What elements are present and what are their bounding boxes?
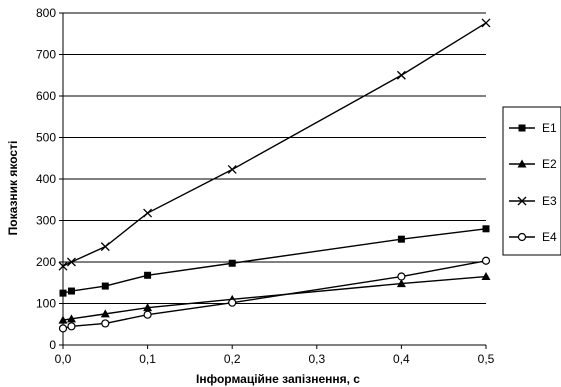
legend-marker-e4: [517, 232, 527, 242]
data-point-e3: [58, 261, 68, 271]
data-point-e1: [59, 289, 67, 297]
legend-marker-e1: [518, 124, 526, 132]
gridlines: [63, 12, 486, 304]
series-line-e4: [62, 260, 487, 330]
series-line-e3: [62, 22, 487, 267]
legend-box: [502, 106, 561, 256]
data-point-e3: [481, 18, 491, 28]
x-tick-label: 0,3: [308, 352, 325, 366]
data-point-e2: [100, 309, 110, 318]
series-line-e2: [62, 275, 487, 321]
cross-stroke: [100, 242, 110, 252]
cross-stroke: [481, 18, 491, 28]
series-line-e1: [62, 228, 487, 294]
data-point-e2: [396, 279, 406, 288]
data-point-e3: [67, 257, 76, 267]
x-tick-label: 0,4: [393, 352, 410, 366]
series-e4: [58, 256, 491, 333]
x-tick-label: 0,5: [478, 352, 495, 366]
y-tick-label: 800: [36, 6, 56, 20]
data-point-e3: [100, 242, 110, 252]
data-point-e4: [67, 322, 76, 331]
legend-item-e3: E3: [509, 194, 557, 208]
cross-stroke: [143, 208, 153, 218]
x-tick-label: 0,0: [55, 352, 72, 366]
legend: E1 E2 E3 E4: [502, 106, 561, 256]
cross-stroke: [67, 257, 76, 267]
y-tick-label: 700: [36, 48, 56, 62]
series-e2: [58, 272, 491, 324]
legend-label-e2: E2: [542, 157, 557, 171]
data-point-e2: [143, 303, 153, 312]
data-point-e2: [66, 314, 76, 323]
cross-stroke: [396, 70, 406, 80]
series-group: [58, 18, 491, 333]
legend-label-e1: E1: [542, 121, 557, 135]
y-tick-labels: 0 100 200 300 400 500 600 700 800: [36, 6, 56, 352]
data-point-e3: [143, 208, 153, 218]
data-point-e4: [101, 319, 110, 328]
data-point-e2: [58, 315, 68, 324]
cross-stroke: [517, 196, 527, 206]
legend-item-e4: E4: [509, 230, 557, 244]
x-axis-title: Інформаційне запізнення, с: [196, 372, 360, 386]
y-tick-label: 100: [36, 297, 56, 311]
data-point-e1: [228, 259, 236, 267]
x-tick-labels: 0,0 0,1 0,2 0,3 0,4 0,5: [55, 352, 495, 366]
y-tick-label: 500: [36, 131, 56, 145]
cross-stroke: [58, 261, 68, 271]
data-point-e1: [101, 282, 109, 290]
data-point-e1: [397, 235, 405, 243]
legend-item-e1: E1: [509, 121, 557, 135]
y-tick-label: 600: [36, 89, 56, 103]
data-point-e4: [228, 298, 237, 307]
series-e1: [59, 225, 490, 297]
y-tick-label: 0: [49, 338, 56, 352]
data-point-e1: [67, 287, 75, 295]
x-tick-label: 0,2: [224, 352, 241, 366]
data-point-e3: [396, 70, 406, 80]
data-point-e4: [143, 310, 152, 319]
legend-label-e3: E3: [542, 194, 557, 208]
data-point-e4: [397, 272, 406, 281]
cross-stroke: [227, 164, 237, 174]
x-tick-label: 0,1: [139, 352, 156, 366]
series-e3: [58, 18, 491, 271]
axes: [59, 12, 487, 349]
data-point-e3: [227, 164, 237, 174]
y-tick-label: 300: [36, 214, 56, 228]
y-axis-title: Показник якості: [6, 141, 20, 236]
data-point-e2: [481, 272, 491, 281]
y-tick-label: 400: [36, 172, 56, 186]
legend-item-e2: E2: [509, 157, 557, 171]
y-tick-label: 200: [36, 255, 56, 269]
legend-label-e4: E4: [542, 230, 557, 244]
data-point-e1: [144, 271, 152, 279]
legend-marker-e2: [517, 159, 527, 168]
data-point-e1: [482, 225, 490, 233]
data-point-e4: [58, 324, 68, 333]
data-point-e4: [481, 256, 491, 265]
legend-marker-e3: [517, 196, 527, 206]
